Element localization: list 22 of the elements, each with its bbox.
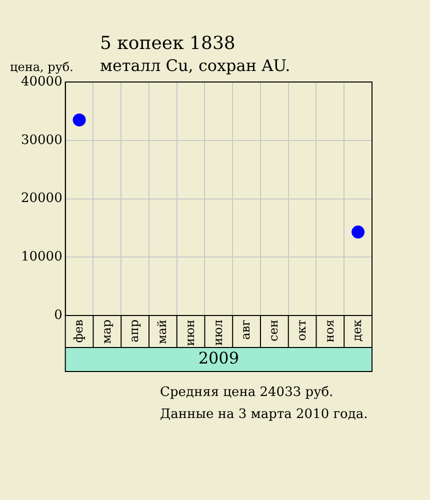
y-tick-label: 10000 bbox=[20, 250, 62, 265]
x-tick-label: июн bbox=[182, 320, 197, 346]
chart-subtitle: металл Cu, сохран AU. bbox=[100, 56, 290, 75]
x-tick-label: ноя bbox=[322, 320, 336, 342]
y-tick-label: 40000 bbox=[20, 74, 62, 90]
y-tick-label: 20000 bbox=[20, 191, 62, 206]
y-tick-label: 30000 bbox=[20, 132, 62, 148]
x-tick-label: мар bbox=[99, 319, 114, 344]
chart-title: 5 копеек 1838 bbox=[100, 33, 236, 54]
text: Средняя цена 24033 руб. bbox=[160, 384, 334, 402]
x-tick-label: май bbox=[155, 320, 170, 344]
x-axis-title: 2009 bbox=[198, 348, 240, 368]
y-axis-title: цена, руб. bbox=[10, 60, 74, 74]
x-tick-label: июл bbox=[210, 319, 225, 346]
y-tick-label: 0 bbox=[54, 308, 62, 323]
x-tick-label: окт bbox=[294, 319, 308, 341]
text: Данные на 3 марта 2010 года. bbox=[160, 406, 368, 424]
x-tick-label: фев bbox=[71, 319, 86, 343]
x-tick-label: апр bbox=[127, 319, 142, 342]
x-tick-label: дек bbox=[350, 319, 364, 342]
x-tick-label: авг bbox=[238, 320, 253, 340]
x-tick-label: сен bbox=[266, 320, 281, 342]
